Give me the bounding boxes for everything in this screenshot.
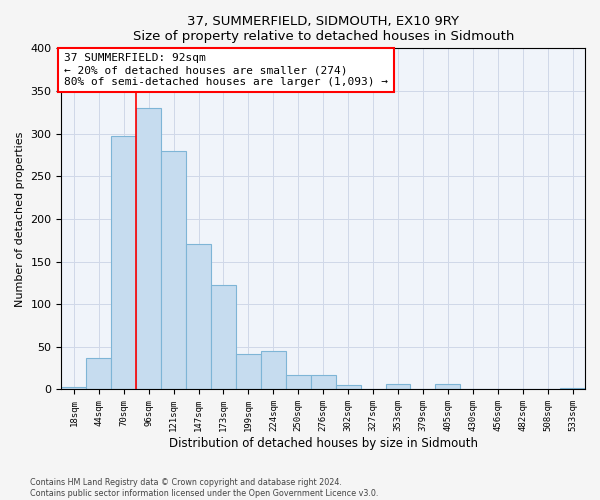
Bar [86,358,111,390]
Bar [560,388,585,390]
Bar [186,244,211,390]
Title: 37, SUMMERFIELD, SIDMOUTH, EX10 9RY
Size of property relative to detached houses: 37, SUMMERFIELD, SIDMOUTH, EX10 9RY Size… [133,15,514,43]
Y-axis label: Number of detached properties: Number of detached properties [15,131,25,306]
Bar [335,385,361,390]
Bar [236,354,261,390]
Bar [311,375,335,390]
Text: 37 SUMMERFIELD: 92sqm
← 20% of detached houses are smaller (274)
80% of semi-det: 37 SUMMERFIELD: 92sqm ← 20% of detached … [64,54,388,86]
Bar [61,387,86,390]
Text: Contains HM Land Registry data © Crown copyright and database right 2024.
Contai: Contains HM Land Registry data © Crown c… [30,478,379,498]
Bar [161,150,186,390]
X-axis label: Distribution of detached houses by size in Sidmouth: Distribution of detached houses by size … [169,437,478,450]
Bar [286,375,311,390]
Bar [136,108,161,390]
Bar [436,384,460,390]
Bar [261,351,286,390]
Bar [111,136,136,390]
Bar [211,284,236,390]
Bar [386,384,410,390]
